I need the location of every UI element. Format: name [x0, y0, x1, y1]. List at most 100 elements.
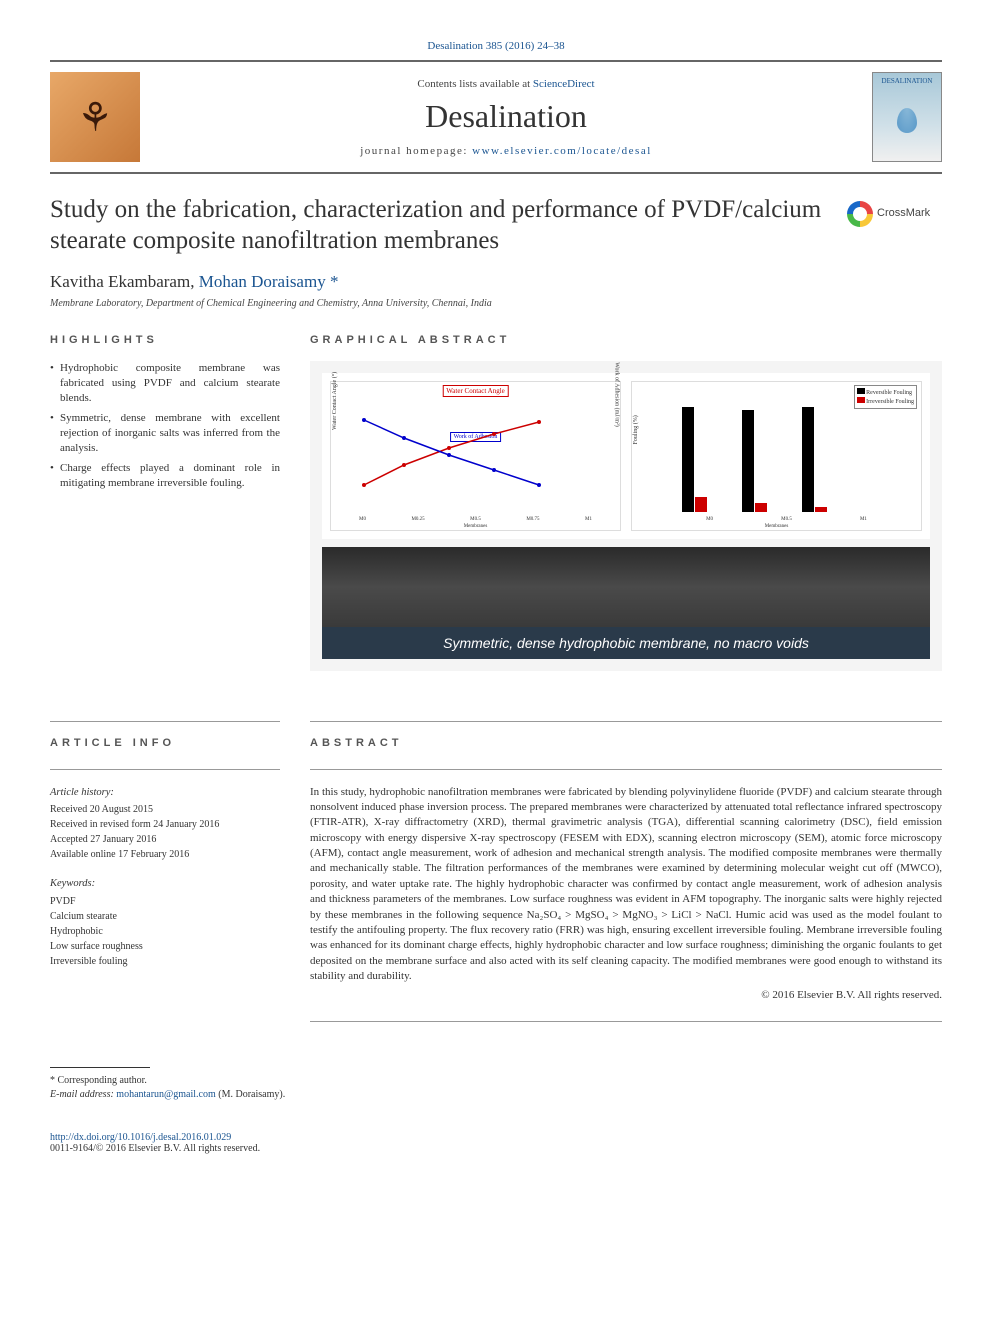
affiliation: Membrane Laboratory, Department of Chemi…	[50, 298, 942, 309]
highlight-item: Hydrophobic composite membrane was fabri…	[50, 361, 280, 407]
history-block: Article history: Received 20 August 2015…	[50, 785, 280, 863]
abstract-copyright: © 2016 Elsevier B.V. All rights reserved…	[310, 989, 942, 1001]
citation-link[interactable]: Desalination 385 (2016) 24–38	[427, 40, 564, 52]
highlight-item: Charge effects played a dominant role in…	[50, 461, 280, 492]
highlights-column: HIGHLIGHTS Hydrophobic composite membran…	[50, 334, 280, 671]
email-link[interactable]: mohantarun@gmail.com	[116, 1089, 215, 1100]
xtick: M0	[359, 517, 366, 522]
xtick: M1	[860, 517, 867, 522]
highlights-ga-row: HIGHLIGHTS Hydrophobic composite membran…	[50, 334, 942, 671]
highlight-item: Symmetric, dense membrane with excellent…	[50, 411, 280, 457]
ga-chart-fouling: Reversible Fouling Irreversible Fouling …	[631, 381, 922, 531]
highlights-heading: HIGHLIGHTS	[50, 334, 280, 346]
bar-rev-m1	[802, 407, 814, 512]
legend2: Irreversible Fouling	[866, 399, 914, 405]
journal-header: ⚘ Contents lists available at ScienceDir…	[50, 60, 942, 174]
chart1-y1-label: Water Contact Angle (°)	[332, 371, 338, 429]
homepage-line: journal homepage: www.elsevier.com/locat…	[140, 145, 872, 157]
email-line: E-mail address: mohantarun@gmail.com (M.…	[50, 1088, 942, 1102]
bar-rev-m05	[742, 410, 754, 512]
keyword: PVDF	[50, 894, 280, 909]
email-suffix: (M. Doraisamy).	[216, 1089, 285, 1100]
sciencedirect-link[interactable]: ScienceDirect	[533, 78, 595, 90]
elsevier-tree-icon: ⚘	[77, 94, 113, 141]
history-line: Available online 17 February 2016	[50, 847, 280, 862]
chart1-plot	[359, 400, 592, 512]
divider	[50, 769, 280, 770]
divider	[310, 769, 942, 770]
email-label: E-mail address:	[50, 1089, 116, 1100]
keywords-list: PVDF Calcium stearate Hydrophobic Low su…	[50, 894, 280, 969]
homepage-prefix: journal homepage:	[360, 145, 472, 157]
chart2-legend: Reversible Fouling Irreversible Fouling	[854, 385, 917, 409]
chart2-xticks: M0 M0.5 M1	[672, 517, 901, 522]
abstract-text: In this study, hydrophobic nanofiltratio…	[310, 785, 942, 985]
xtick: M0.25	[411, 517, 424, 522]
chart2-ylabel: Fouling (%)	[633, 415, 639, 444]
divider	[50, 721, 280, 722]
chart1-xticks: M0 M0.25 M0.5 M0.75 M1	[359, 517, 592, 522]
elsevier-logo: ⚘	[50, 72, 140, 162]
title-text: Study on the fabrication, characterizati…	[50, 196, 821, 254]
divider	[310, 721, 942, 722]
authors: Kavitha Ekambaram, Mohan Doraisamy *	[50, 272, 942, 292]
keyword: Low surface roughness	[50, 939, 280, 954]
ga-caption: Symmetric, dense hydrophobic membrane, n…	[322, 627, 930, 659]
author-1: Kavitha Ekambaram	[50, 272, 190, 291]
history-line: Accepted 27 January 2016	[50, 832, 280, 847]
history-label: Article history:	[50, 785, 280, 801]
homepage-link[interactable]: www.elsevier.com/locate/desal	[472, 145, 652, 157]
xtick: M0.5	[781, 517, 792, 522]
citation-header: Desalination 385 (2016) 24–38	[50, 40, 942, 52]
article-info-heading: ARTICLE INFO	[50, 737, 280, 749]
crossmark-badge[interactable]: CrossMark	[847, 199, 942, 229]
history-line: Received 20 August 2015	[50, 802, 280, 817]
page: Desalination 385 (2016) 24–38 ⚘ Contents…	[0, 0, 992, 1194]
chart1-y2-label: Work of Adhesion (mJ/m²)	[613, 362, 619, 426]
article-info-column: ARTICLE INFO Article history: Received 2…	[50, 701, 280, 1037]
info-abstract-row: ARTICLE INFO Article history: Received 2…	[50, 701, 942, 1037]
footer-separator	[50, 1067, 150, 1068]
chart1-xlabel: Membranes	[464, 524, 488, 529]
graphical-abstract-column: GRAPHICAL ABSTRACT Water Contact Angle W…	[310, 334, 942, 671]
article-title: Study on the fabrication, characterizati…	[50, 194, 942, 257]
divider	[310, 1021, 942, 1022]
journal-name: Desalination	[140, 98, 872, 135]
xtick: M1	[585, 517, 592, 522]
footer-notes: * Corresponding author. E-mail address: …	[50, 1074, 942, 1102]
history-line: Received in revised form 24 January 2016	[50, 817, 280, 832]
chart2-xlabel: Membranes	[765, 524, 789, 529]
crossmark-icon	[847, 201, 873, 227]
xtick: M0.5	[470, 517, 481, 522]
xtick: M0	[706, 517, 713, 522]
graphical-abstract: Water Contact Angle Water Contact Angle …	[310, 361, 942, 671]
corresponding-author-note: * Corresponding author.	[50, 1074, 942, 1088]
legend1: Reversible Fouling	[866, 390, 912, 396]
ga-chart-contact-angle: Water Contact Angle Water Contact Angle …	[330, 381, 621, 531]
ga-sem-image	[322, 547, 930, 627]
bar-rev-m0	[682, 407, 694, 512]
bar-irr-m1	[815, 507, 827, 512]
ga-charts-row: Water Contact Angle Water Contact Angle …	[322, 373, 930, 539]
article-info-body: Article history: Received 20 August 2015…	[50, 785, 280, 970]
contents-prefix: Contents lists available at	[417, 78, 532, 90]
author-2[interactable]: Mohan Doraisamy	[199, 272, 326, 291]
keyword: Hydrophobic	[50, 924, 280, 939]
corresponding-marker[interactable]: *	[326, 272, 339, 291]
header-center: Contents lists available at ScienceDirec…	[140, 78, 872, 157]
keyword: Irreversible fouling	[50, 954, 280, 969]
doi-block: http://dx.doi.org/10.1016/j.desal.2016.0…	[50, 1132, 942, 1154]
highlights-list: Hydrophobic composite membrane was fabri…	[50, 361, 280, 492]
crossmark-label: CrossMark	[877, 207, 930, 221]
abstract-heading: ABSTRACT	[310, 737, 942, 749]
keyword: Calcium stearate	[50, 909, 280, 924]
doi-link[interactable]: http://dx.doi.org/10.1016/j.desal.2016.0…	[50, 1132, 231, 1143]
chart1-title: Water Contact Angle	[442, 385, 509, 397]
cover-title: DESALINATION	[882, 77, 933, 85]
journal-cover-thumbnail: DESALINATION	[872, 72, 942, 162]
issn-copyright: 0011-9164/© 2016 Elsevier B.V. All right…	[50, 1143, 942, 1154]
bar-irr-m05	[755, 503, 767, 512]
contents-line: Contents lists available at ScienceDirec…	[140, 78, 872, 90]
keywords-label: Keywords:	[50, 876, 280, 892]
keywords-block: Keywords: PVDF Calcium stearate Hydropho…	[50, 876, 280, 969]
